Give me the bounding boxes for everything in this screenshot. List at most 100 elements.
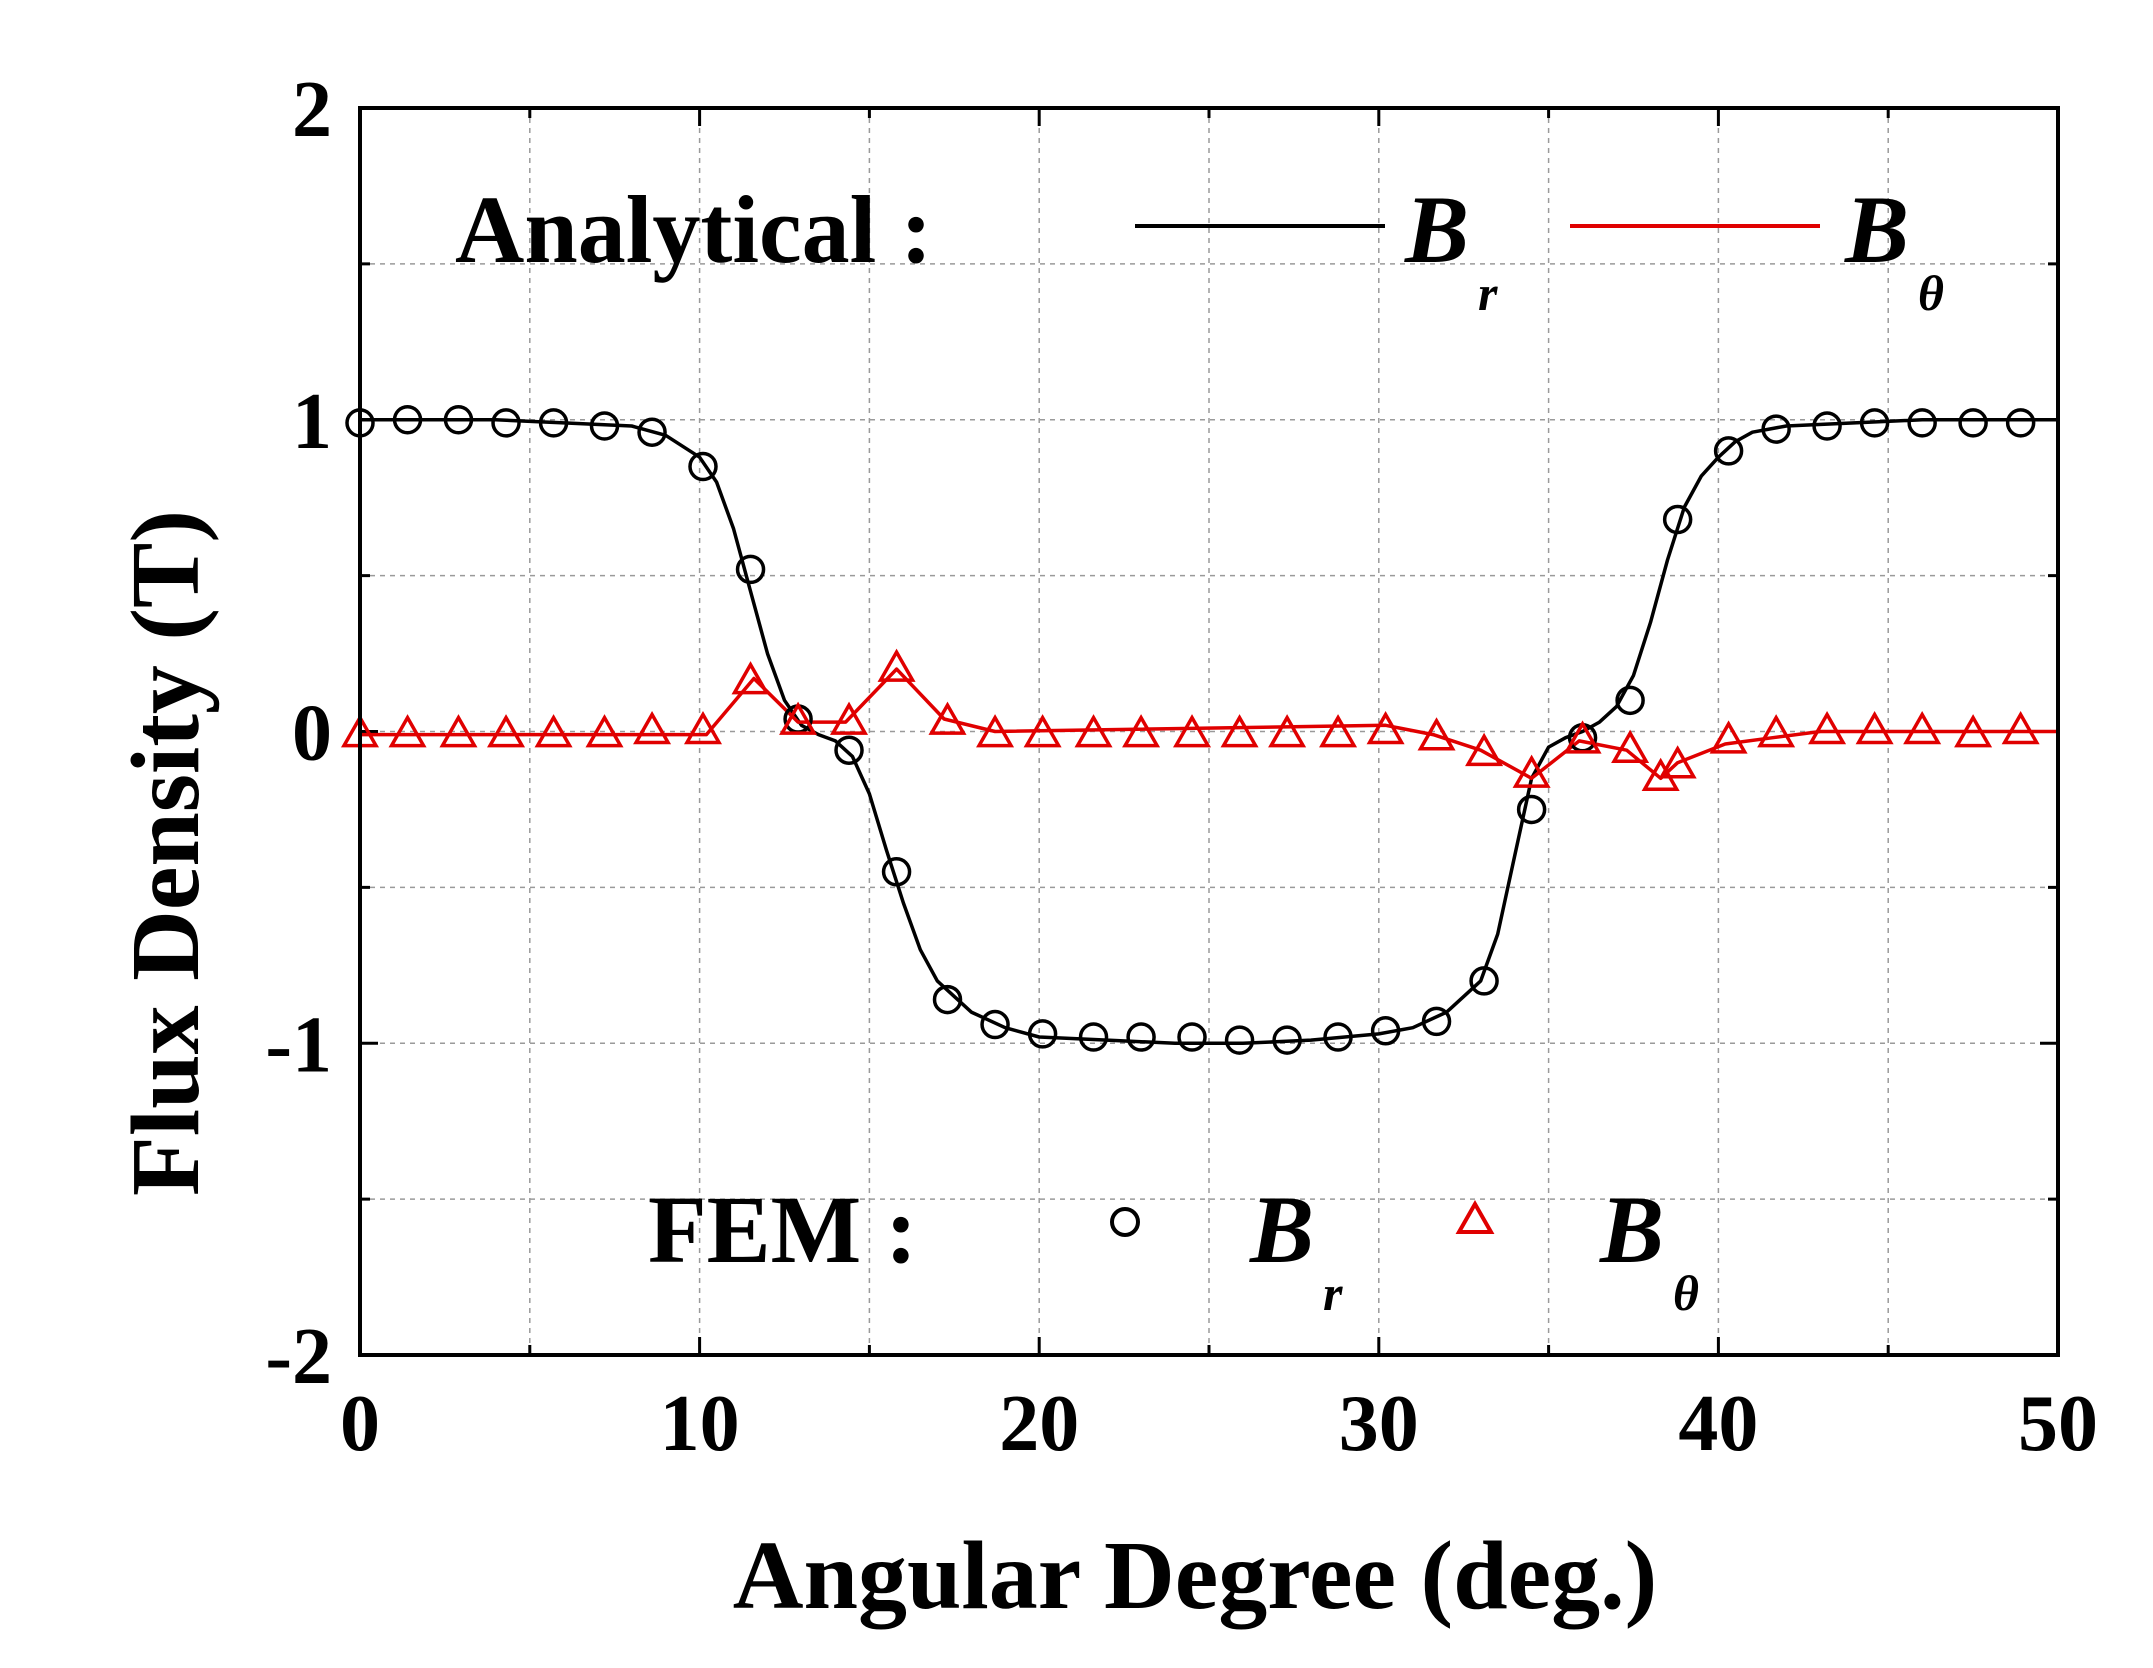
y-tick-label: -2 xyxy=(265,1313,332,1401)
legend-analytical-label: Analytical : xyxy=(455,176,932,283)
legend-fem-br-marker xyxy=(1110,1207,1140,1237)
plot-frame xyxy=(358,106,2060,1357)
data-point-triangle xyxy=(487,714,526,748)
x-tick-label: 20 xyxy=(999,1380,1079,1468)
data-point-triangle xyxy=(877,648,916,682)
x-axis-title: Angular Degree (deg.) xyxy=(733,1522,1658,1630)
series-layer xyxy=(340,405,2058,1055)
legend-fem: FEM : B r B θ xyxy=(648,1176,1699,1321)
data-point-circle xyxy=(637,417,667,447)
data-point-circle xyxy=(834,735,864,765)
legend-analytical-br-main: B xyxy=(1404,176,1469,283)
legend-fem-br-main: B xyxy=(1249,1176,1314,1283)
data-point-circle xyxy=(1907,408,1937,438)
data-point-triangle xyxy=(1417,717,1456,751)
data-point-circle xyxy=(1516,794,1547,825)
data-point-triangle xyxy=(1903,710,1942,745)
data-point-triangle xyxy=(1855,710,1894,745)
legend-analytical-btheta-sub: θ xyxy=(1918,265,1944,321)
data-point-triangle xyxy=(928,701,967,735)
data-point-triangle xyxy=(633,710,672,745)
data-point-triangle xyxy=(1611,729,1650,763)
data-point-triangle xyxy=(830,701,869,735)
x-tick-label: 50 xyxy=(2018,1380,2098,1468)
data-point-triangle xyxy=(1268,714,1307,748)
x-tick-label: 30 xyxy=(1339,1380,1419,1468)
legend-fem-br-sub: r xyxy=(1323,1265,1343,1321)
data-point-circle xyxy=(392,405,423,435)
x-tick-label: 10 xyxy=(660,1380,740,1468)
y-tick-label: 1 xyxy=(292,378,332,466)
data-point-circle xyxy=(1662,504,1693,535)
data-point-triangle xyxy=(2001,710,2040,745)
data-point-triangle xyxy=(1319,714,1358,748)
data-point-circle xyxy=(1761,414,1791,444)
data-point-circle xyxy=(589,411,620,441)
data-point-circle xyxy=(1713,436,1744,466)
data-point-circle xyxy=(980,1009,1010,1040)
data-point-triangle xyxy=(779,701,818,735)
data-point-circle xyxy=(1078,1022,1109,1052)
data-point-triangle xyxy=(534,714,573,748)
data-point-circle xyxy=(1958,408,1988,438)
data-point-triangle xyxy=(1122,714,1161,748)
data-point-circle xyxy=(932,984,963,1015)
legend-fem-btheta-sub: θ xyxy=(1673,1265,1699,1321)
legend-analytical-btheta-main: B xyxy=(1844,176,1909,283)
data-point-triangle xyxy=(1808,710,1847,745)
legend-analytical-br-sub: r xyxy=(1478,265,1498,321)
data-point-triangle xyxy=(1954,714,1993,748)
data-point-triangle xyxy=(1023,714,1062,748)
data-point-circle xyxy=(1421,1006,1452,1037)
series-3 xyxy=(340,648,2040,792)
series-line xyxy=(360,418,2058,1046)
y-tick-label: 2 xyxy=(292,66,332,154)
data-point-circle xyxy=(1370,1016,1401,1046)
data-point-triangle xyxy=(1757,714,1796,748)
data-point-circle xyxy=(1859,408,1890,438)
data-point-circle xyxy=(538,408,569,438)
data-point-circle xyxy=(1615,685,1645,716)
y-tick-label: -1 xyxy=(265,1001,332,1089)
data-point-circle xyxy=(1126,1022,1156,1052)
series-2 xyxy=(345,405,2036,1055)
data-point-triangle xyxy=(388,714,427,748)
x-tick-label: 40 xyxy=(1678,1380,1758,1468)
data-point-triangle xyxy=(731,661,770,695)
data-point-circle xyxy=(1812,411,1842,441)
data-point-circle xyxy=(1224,1025,1255,1055)
y-tick-label: 0 xyxy=(292,690,332,778)
x-tick-label: 0 xyxy=(340,1380,380,1468)
data-point-circle xyxy=(1272,1025,1302,1055)
data-point-circle xyxy=(2005,408,2036,438)
y-axis-title: Flux Density (T) xyxy=(112,510,220,1196)
data-point-circle xyxy=(735,554,766,585)
legend-fem-btheta-main: B xyxy=(1599,1176,1664,1283)
data-point-triangle xyxy=(1173,714,1212,748)
data-point-triangle xyxy=(1563,720,1602,754)
data-point-circle xyxy=(1177,1022,1207,1052)
data-point-triangle xyxy=(683,710,723,745)
data-point-circle xyxy=(443,405,474,435)
data-point-triangle xyxy=(1074,714,1113,748)
data-point-circle xyxy=(1323,1022,1353,1052)
data-point-circle xyxy=(1469,966,1499,996)
data-point-circle xyxy=(881,857,912,887)
series-0 xyxy=(360,418,2058,1046)
data-point-triangle xyxy=(1465,732,1504,767)
data-point-triangle xyxy=(1512,754,1551,788)
data-point-triangle xyxy=(1709,720,1748,754)
legend-analytical: Analytical : B r B θ xyxy=(455,176,1944,321)
data-point-circle xyxy=(1027,1019,1058,1049)
data-point-triangle xyxy=(1366,710,1405,745)
data-point-triangle xyxy=(585,714,624,748)
data-point-triangle xyxy=(976,714,1015,748)
data-point-circle xyxy=(491,408,521,438)
data-point-triangle xyxy=(1658,745,1697,779)
data-point-circle xyxy=(688,451,718,482)
legend-fem-label: FEM : xyxy=(648,1176,917,1283)
legend-fem-btheta-marker xyxy=(1455,1199,1495,1234)
data-point-triangle xyxy=(439,714,478,748)
